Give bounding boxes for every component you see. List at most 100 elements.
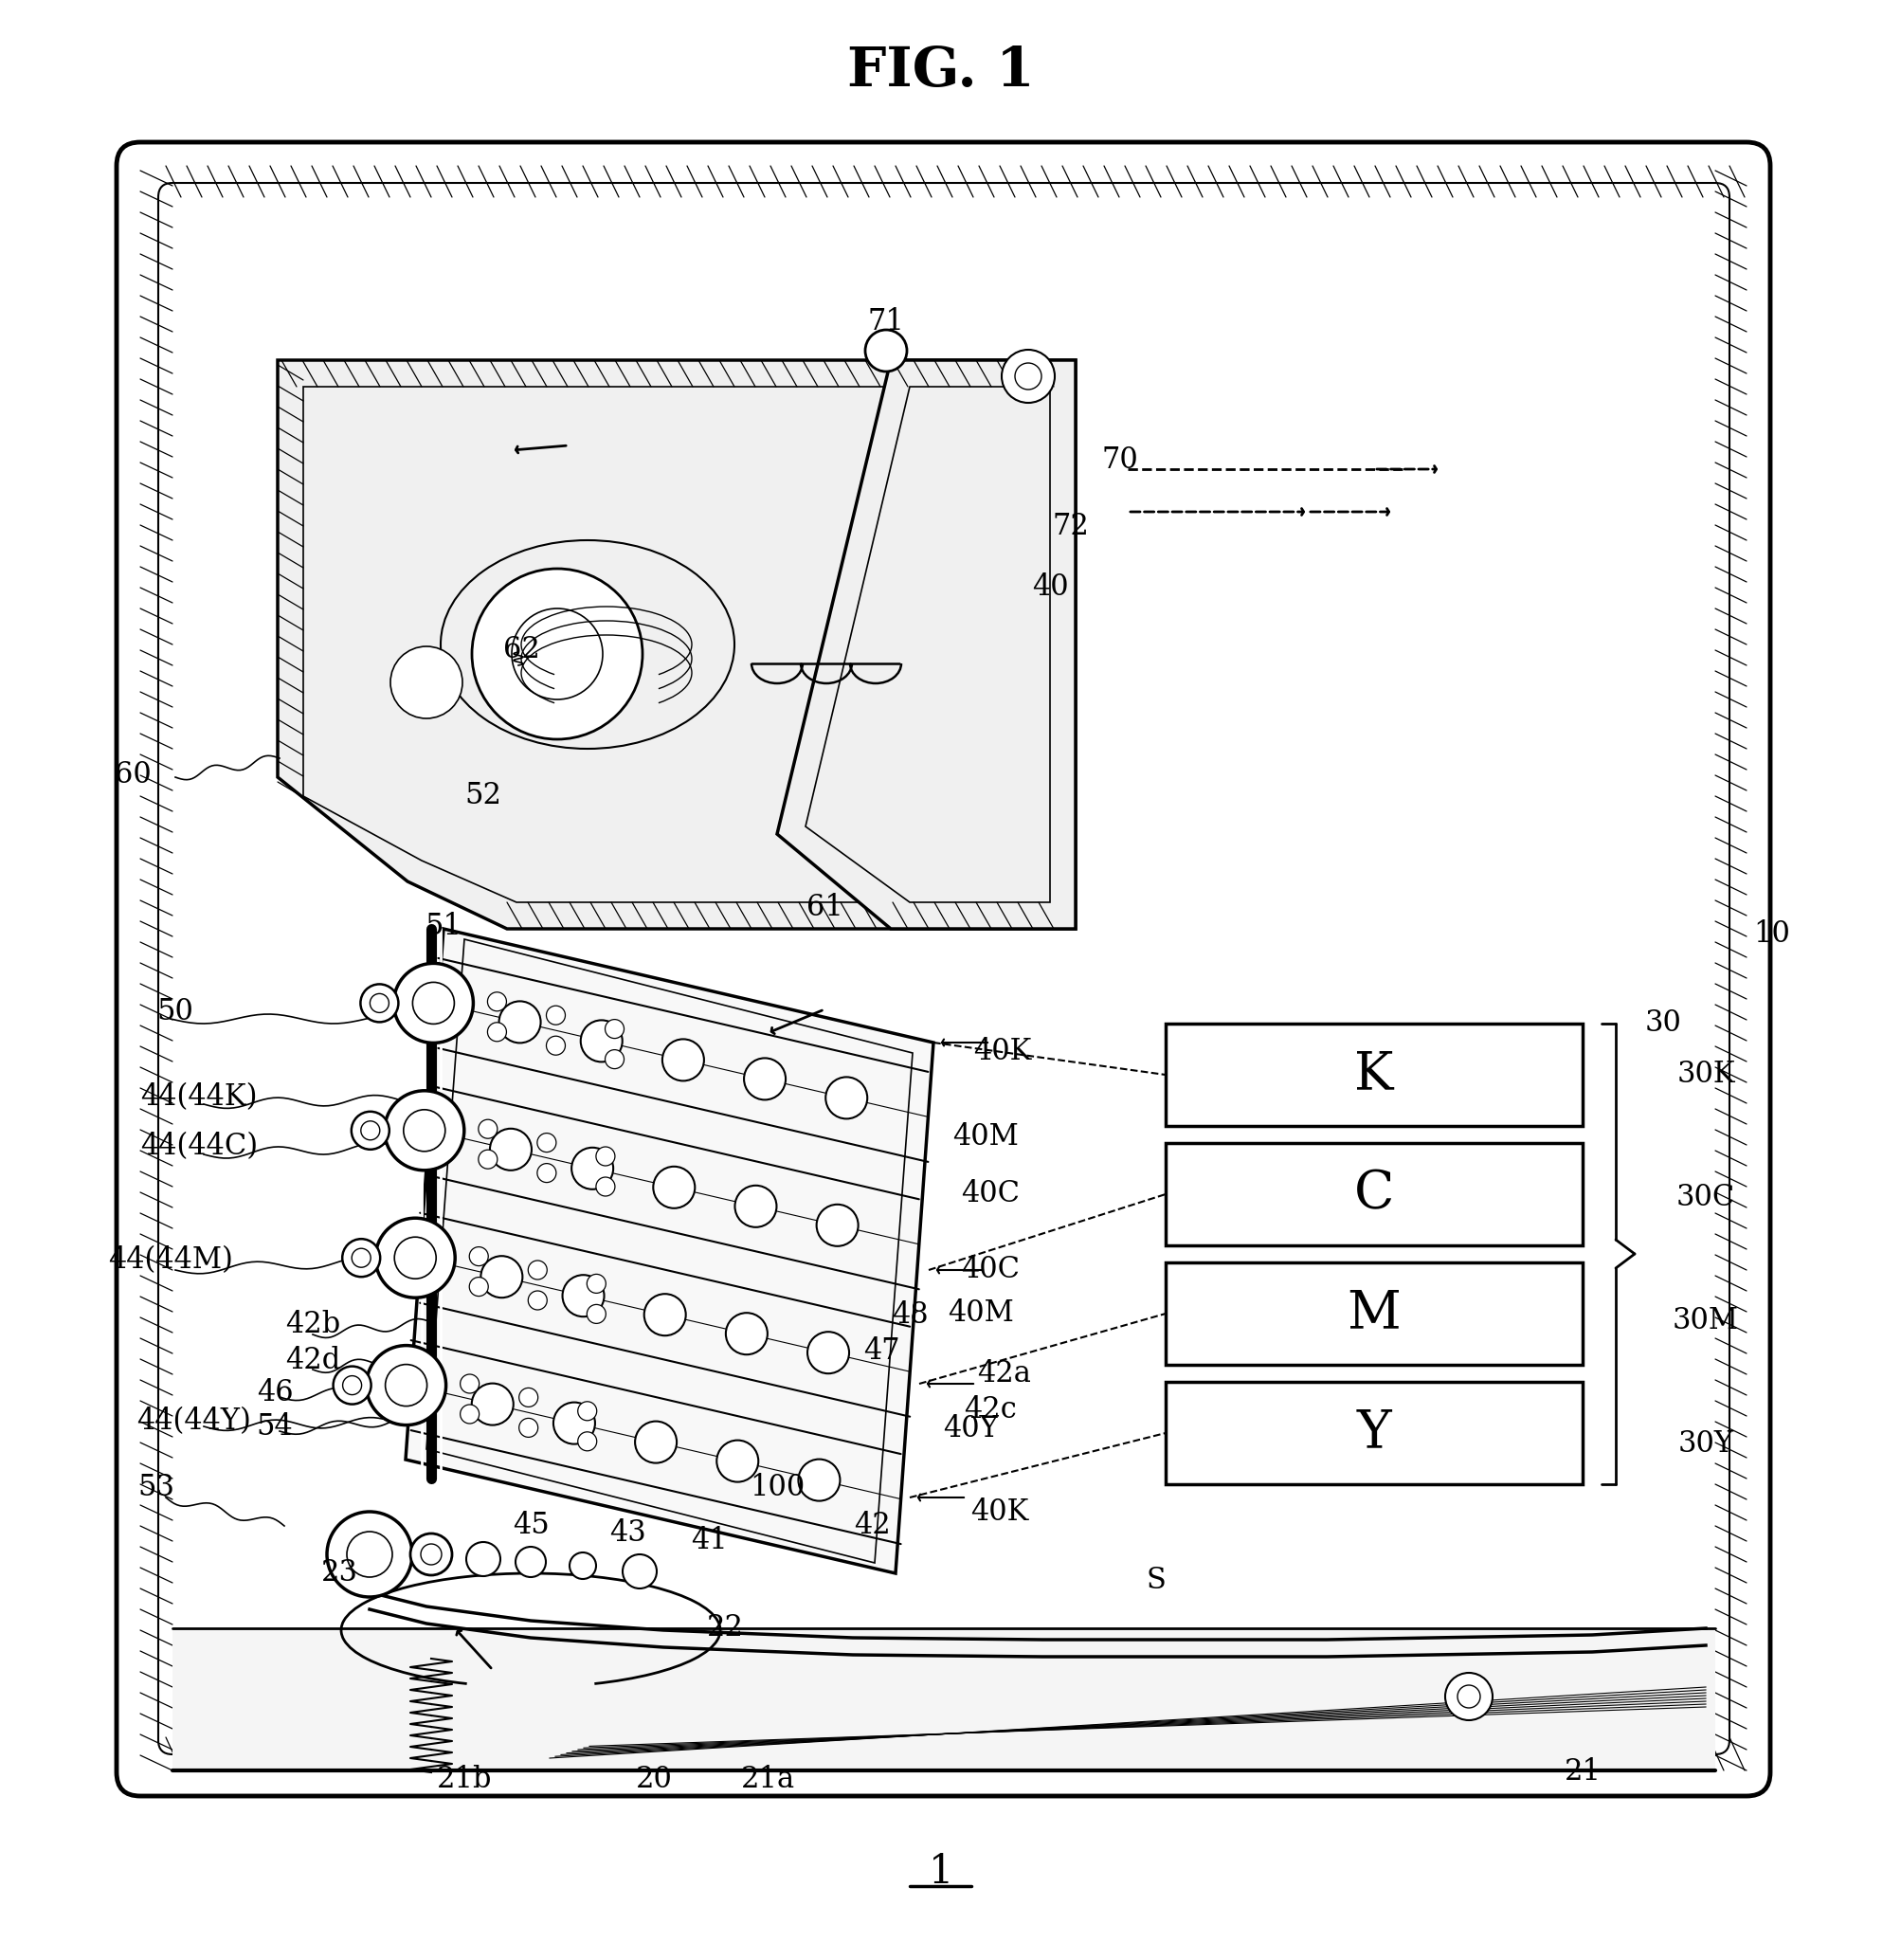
Circle shape bbox=[663, 1039, 704, 1080]
Text: 71: 71 bbox=[868, 308, 904, 337]
Circle shape bbox=[653, 1166, 695, 1207]
Circle shape bbox=[734, 1186, 776, 1227]
Text: K: K bbox=[1354, 1049, 1393, 1102]
Polygon shape bbox=[277, 361, 1075, 929]
Text: S: S bbox=[1147, 1566, 1166, 1595]
Bar bbox=[173, 1629, 1715, 1770]
Text: 20: 20 bbox=[635, 1766, 672, 1795]
Text: 40C: 40C bbox=[960, 1180, 1021, 1209]
Circle shape bbox=[386, 1364, 427, 1405]
Circle shape bbox=[459, 1405, 478, 1423]
Polygon shape bbox=[405, 929, 934, 1574]
Circle shape bbox=[352, 1249, 371, 1268]
Circle shape bbox=[362, 1121, 380, 1141]
Text: 40C: 40C bbox=[960, 1254, 1021, 1284]
Text: 42d: 42d bbox=[284, 1345, 341, 1374]
Circle shape bbox=[1002, 349, 1054, 404]
Circle shape bbox=[1457, 1686, 1480, 1707]
Text: 42: 42 bbox=[853, 1511, 891, 1541]
Circle shape bbox=[825, 1078, 868, 1119]
Circle shape bbox=[516, 1546, 546, 1578]
Text: 40K: 40K bbox=[972, 1497, 1028, 1527]
Text: 45: 45 bbox=[512, 1511, 550, 1541]
Text: 40M: 40M bbox=[947, 1298, 1013, 1327]
Text: C: C bbox=[1354, 1168, 1393, 1221]
Circle shape bbox=[375, 1217, 456, 1298]
Circle shape bbox=[343, 1239, 380, 1276]
Text: 46: 46 bbox=[256, 1378, 294, 1407]
Circle shape bbox=[384, 1090, 465, 1170]
Text: 53: 53 bbox=[137, 1474, 175, 1503]
Circle shape bbox=[390, 647, 463, 719]
Circle shape bbox=[580, 1021, 623, 1062]
Circle shape bbox=[623, 1554, 657, 1588]
Circle shape bbox=[333, 1366, 371, 1403]
Text: 30K: 30K bbox=[1676, 1058, 1734, 1088]
Circle shape bbox=[478, 1151, 497, 1168]
Circle shape bbox=[604, 1019, 623, 1039]
Circle shape bbox=[467, 1543, 501, 1576]
Circle shape bbox=[410, 1533, 452, 1576]
Circle shape bbox=[490, 1129, 531, 1170]
Circle shape bbox=[798, 1458, 840, 1501]
Text: 40Y: 40Y bbox=[943, 1415, 1000, 1445]
Circle shape bbox=[352, 1111, 390, 1149]
Circle shape bbox=[403, 1109, 444, 1151]
Text: 47: 47 bbox=[862, 1337, 900, 1366]
Circle shape bbox=[328, 1511, 412, 1597]
Text: 60: 60 bbox=[115, 760, 151, 790]
Text: 44(44Y): 44(44Y) bbox=[137, 1407, 252, 1437]
Text: 61: 61 bbox=[806, 894, 844, 923]
Text: 21b: 21b bbox=[437, 1766, 491, 1795]
Circle shape bbox=[597, 1147, 616, 1166]
Bar bbox=[1166, 1143, 1582, 1245]
Text: 62: 62 bbox=[503, 635, 540, 664]
Circle shape bbox=[469, 1278, 488, 1296]
Text: 10: 10 bbox=[1753, 919, 1791, 949]
Circle shape bbox=[1015, 363, 1041, 390]
Polygon shape bbox=[778, 361, 1075, 929]
Text: 54: 54 bbox=[256, 1411, 294, 1441]
Text: 41: 41 bbox=[691, 1525, 727, 1554]
Circle shape bbox=[499, 1002, 540, 1043]
Circle shape bbox=[346, 1531, 392, 1578]
Circle shape bbox=[635, 1421, 676, 1462]
Text: Y: Y bbox=[1358, 1407, 1392, 1458]
Text: 40: 40 bbox=[1032, 572, 1068, 602]
Text: 40M: 40M bbox=[953, 1123, 1019, 1152]
Text: 30M: 30M bbox=[1672, 1305, 1740, 1335]
Text: 30: 30 bbox=[1644, 1009, 1682, 1039]
Circle shape bbox=[578, 1401, 597, 1421]
Circle shape bbox=[412, 982, 454, 1023]
Circle shape bbox=[546, 1005, 565, 1025]
Circle shape bbox=[343, 1376, 362, 1396]
Bar bbox=[1166, 1262, 1582, 1364]
Circle shape bbox=[725, 1313, 768, 1354]
Circle shape bbox=[488, 992, 507, 1011]
Text: 23: 23 bbox=[320, 1558, 358, 1588]
Text: M: M bbox=[1346, 1288, 1401, 1339]
Circle shape bbox=[644, 1294, 685, 1335]
Circle shape bbox=[1444, 1672, 1493, 1721]
Circle shape bbox=[473, 1384, 514, 1425]
Text: FIG. 1: FIG. 1 bbox=[847, 45, 1036, 98]
Text: 40K: 40K bbox=[974, 1037, 1032, 1066]
Circle shape bbox=[360, 984, 399, 1021]
Circle shape bbox=[808, 1331, 849, 1374]
Circle shape bbox=[394, 962, 473, 1043]
Circle shape bbox=[578, 1433, 597, 1450]
Circle shape bbox=[478, 1119, 497, 1139]
Text: 44(44K): 44(44K) bbox=[141, 1082, 258, 1111]
Circle shape bbox=[597, 1178, 616, 1196]
Text: 42c: 42c bbox=[964, 1396, 1017, 1425]
Circle shape bbox=[537, 1133, 555, 1152]
Circle shape bbox=[569, 1552, 597, 1580]
Text: 44(44M): 44(44M) bbox=[107, 1247, 233, 1276]
Circle shape bbox=[717, 1441, 759, 1482]
FancyBboxPatch shape bbox=[117, 143, 1770, 1795]
Circle shape bbox=[554, 1401, 595, 1445]
Text: 48: 48 bbox=[891, 1301, 928, 1331]
Text: 42b: 42b bbox=[284, 1311, 341, 1341]
Circle shape bbox=[537, 1164, 555, 1182]
Circle shape bbox=[512, 608, 603, 700]
